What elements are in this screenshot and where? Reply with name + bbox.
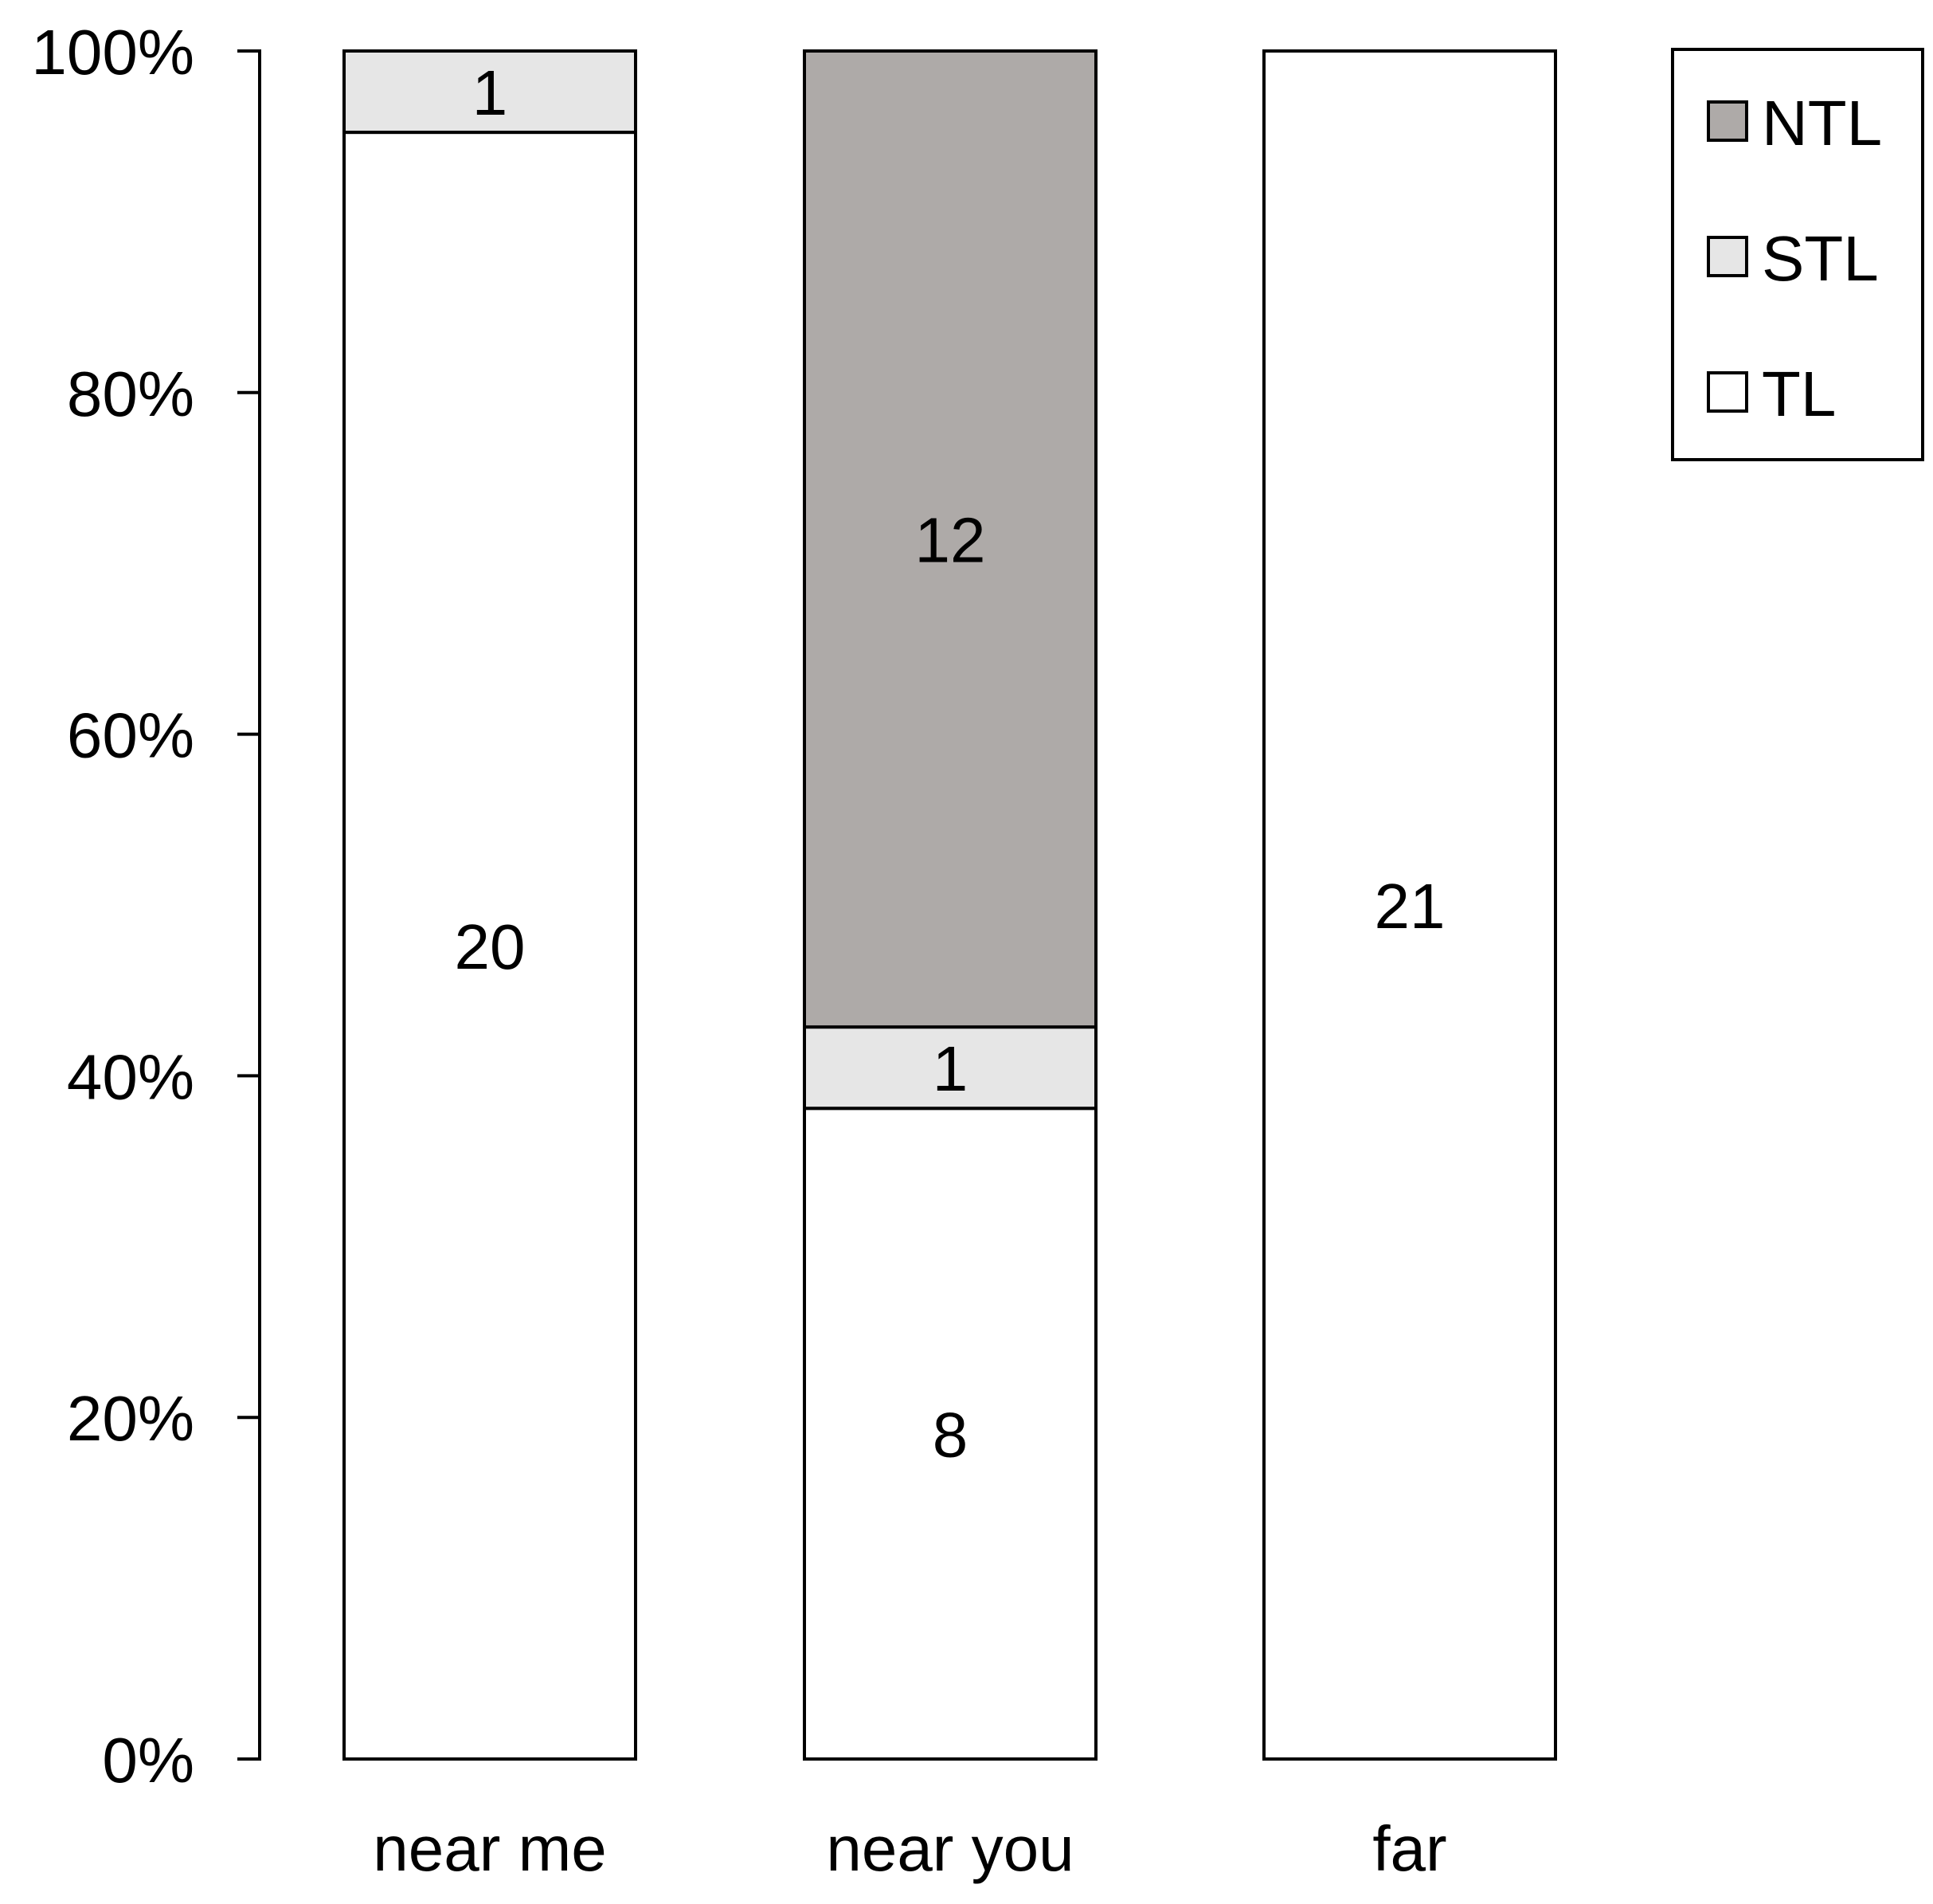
data-label-near-you-stl: 1 [933,1033,968,1104]
data-label-near-me-stl: 1 [472,57,508,128]
legend-label-stl: STL [1762,223,1879,294]
legend-label-ntl: NTL [1762,88,1882,159]
legend-swatch-stl [1707,236,1748,277]
bar-far-tl [1262,49,1557,1761]
x-tick-label-near-me: near me [373,1813,606,1884]
data-label-near-me-tl: 20 [455,911,526,982]
bar-near-you-tl [803,1107,1098,1761]
bar-near-you-ntl [803,49,1098,1029]
y-tick-label-80: 80% [67,358,194,429]
data-label-far-tl: 21 [1375,871,1446,942]
y-tick-label-100: 100% [31,17,194,88]
x-tick-label-far: far [1372,1813,1446,1884]
legend-swatch-ntl [1707,100,1748,142]
data-label-near-you-ntl: 12 [915,505,986,576]
y-tick-label-40: 40% [67,1041,194,1112]
bar-near-me-stl [342,49,637,135]
bar-near-you-stl [803,1025,1098,1111]
data-label-near-you-tl: 8 [933,1400,968,1471]
bar-near-me-tl [342,131,637,1761]
y-tick-label-0: 0% [102,1725,194,1796]
legend-label-tl: TL [1762,358,1836,429]
x-tick-label-near-you: near you [826,1813,1074,1884]
legend-swatch-tl [1707,371,1748,413]
y-tick-label-60: 60% [67,700,194,771]
y-tick-label-20: 20% [67,1383,194,1454]
